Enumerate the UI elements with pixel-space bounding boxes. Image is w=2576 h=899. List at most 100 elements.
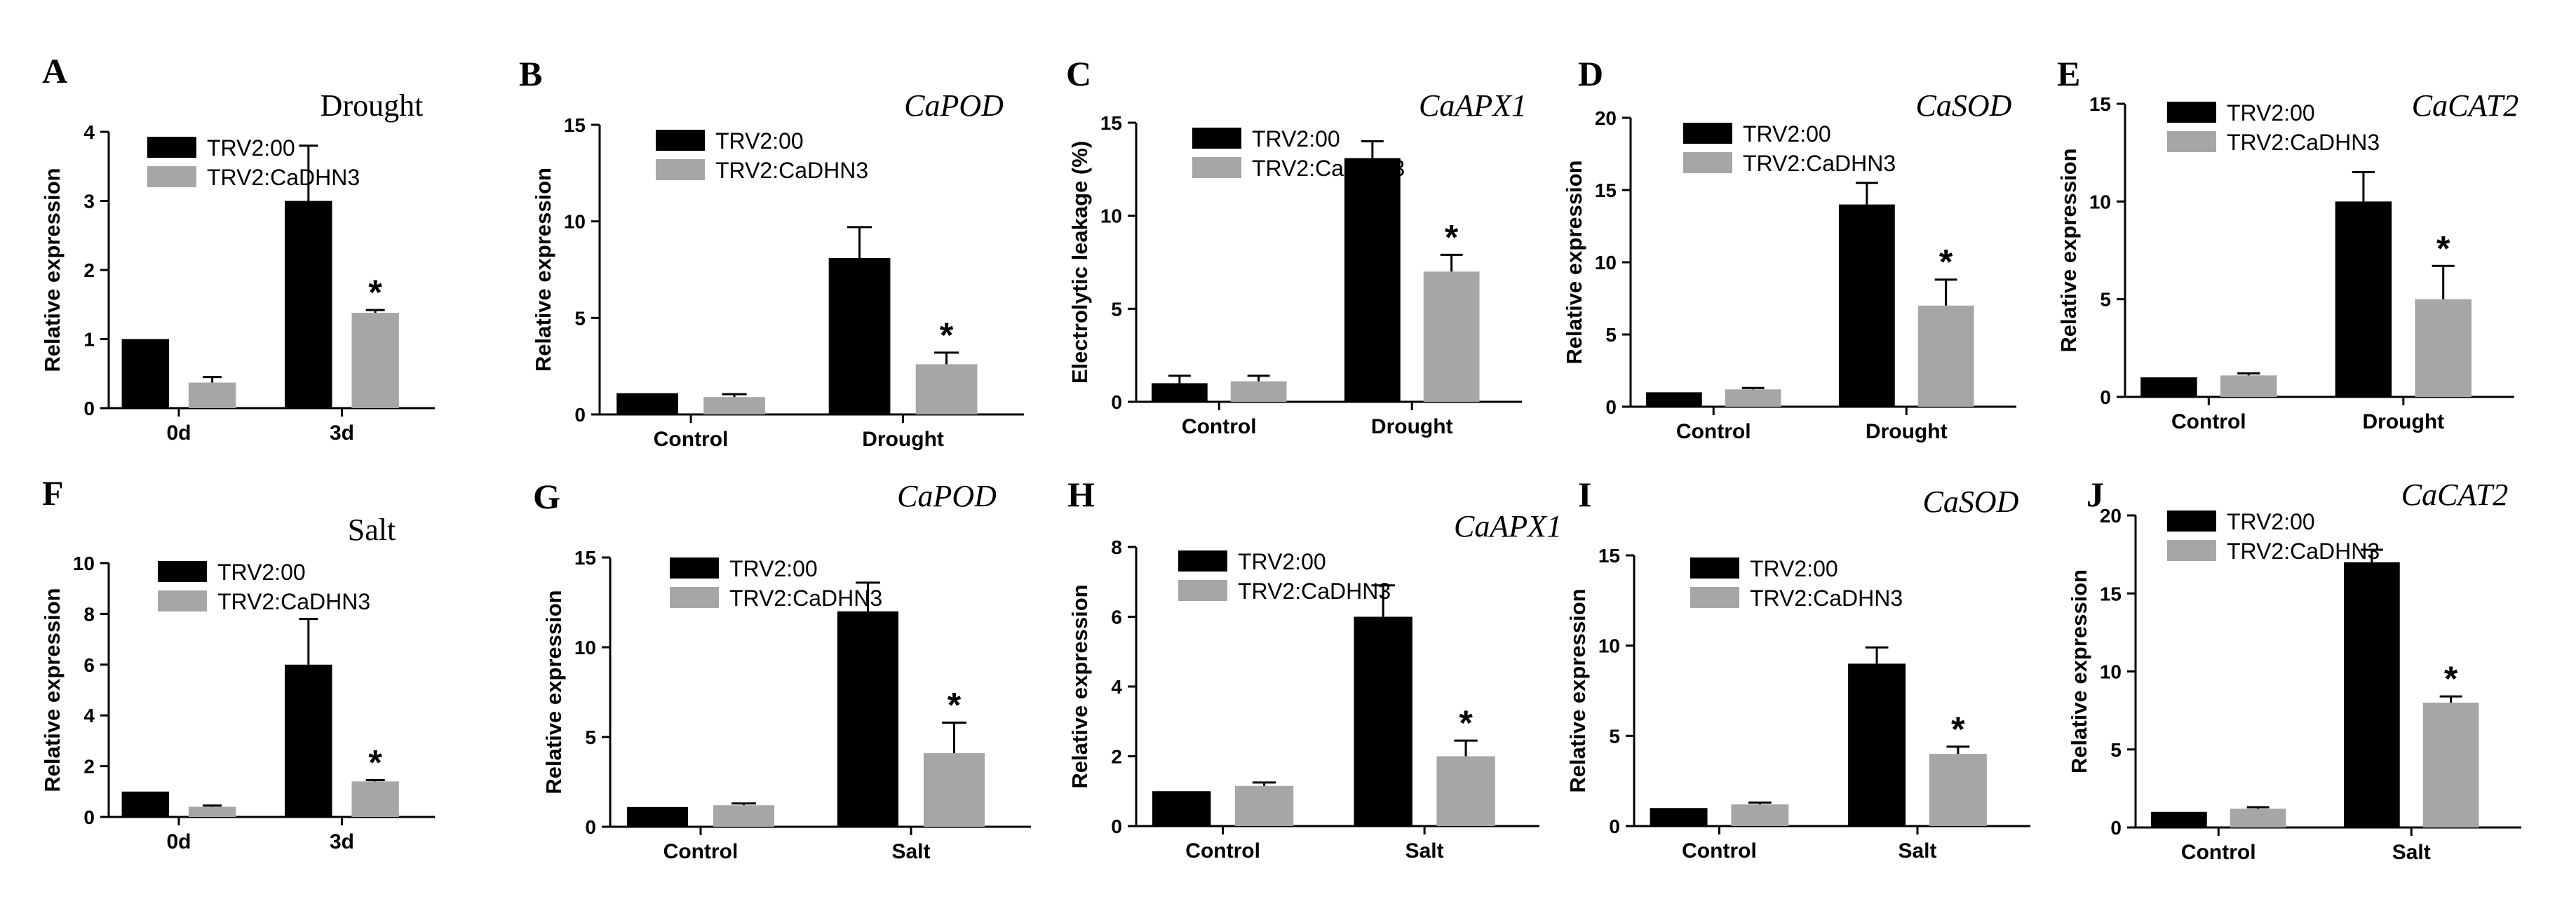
significance-star-h-c1: * (1459, 703, 1473, 743)
x-tick-label-b-0: Control (654, 428, 729, 451)
y-tick-label-f-3: 6 (83, 654, 95, 676)
y-axis-label-b: Relative expression (531, 168, 555, 372)
x-tick-label-a-0: 0d (166, 421, 191, 445)
panel-title-j: CaCAT2 (2401, 478, 2508, 512)
bar-f-s0-c0 (121, 791, 170, 817)
bar-g-s1-c1 (924, 753, 985, 827)
significance-star-g-c1: * (948, 686, 962, 725)
panel-g: G CaPOD 0 5 10 15 Relative expression Control Sa… (533, 477, 1031, 863)
significance-star-b-c1: * (940, 316, 954, 355)
legend-label-i-s0: TRV2:00 (1750, 556, 1838, 581)
x-tick-label-j-0: Control (2181, 841, 2256, 864)
y-tick-label-d-2: 10 (1595, 252, 1617, 273)
bar-h-s1-c1 (1436, 756, 1495, 826)
panel-letter-j: J (2086, 475, 2104, 514)
legend-swatch-j-s0 (2167, 511, 2216, 532)
y-axis-label-j: Relative expression (2067, 569, 2091, 773)
y-tick-label-j-2: 10 (2100, 661, 2122, 683)
y-tick-label-b-0: 0 (574, 404, 586, 426)
y-tick-label-a-0: 0 (83, 398, 95, 419)
bar-i-s1-c1 (1929, 754, 1987, 826)
y-tick-label-f-2: 4 (83, 705, 95, 726)
significance-star-i-c1: * (1951, 710, 1965, 749)
panel-letter-a: A (42, 51, 67, 90)
bar-h-s1-c0 (1234, 785, 1294, 826)
y-tick-label-e-2: 10 (2089, 191, 2111, 212)
x-tick-label-f-0: 0d (166, 830, 191, 853)
y-tick-label-h-3: 6 (1111, 607, 1122, 628)
bar-c-s0-c0 (1152, 383, 1208, 402)
panel-title-c: CaAPX1 (1419, 88, 1527, 123)
significance-star-a-c1: * (368, 273, 382, 312)
bar-b-s0-c1 (828, 257, 891, 414)
panel-letter-i: I (1578, 475, 1591, 514)
bar-c-s0-c1 (1344, 158, 1401, 402)
y-tick-label-a-3: 3 (83, 191, 95, 212)
y-tick-label-j-1: 5 (2110, 739, 2122, 761)
y-tick-label-f-5: 10 (73, 553, 95, 574)
legend-label-a-s0: TRV2:00 (207, 135, 295, 161)
y-tick-label-e-0: 0 (2100, 386, 2111, 408)
legend-swatch-a-s0 (147, 137, 196, 158)
panel-title-f: Salt (348, 513, 396, 547)
y-tick-label-i-3: 15 (1598, 545, 1620, 567)
panel-i: I CaSOD 0 5 10 15 Relative expression Control Sa… (1565, 475, 2030, 863)
bar-b-s1-c1 (915, 364, 978, 414)
legend-label-e-s0: TRV2:00 (2227, 100, 2315, 126)
bar-e-s0-c1 (2335, 201, 2392, 397)
y-tick-label-j-3: 15 (2100, 583, 2122, 604)
legend-swatch-h-s1 (1178, 580, 1227, 601)
legend-label-j-s0: TRV2:00 (2227, 509, 2315, 534)
legend-label-b-s1: TRV2:CaDHN3 (715, 158, 868, 183)
bar-a-s0-c1 (285, 201, 332, 408)
legend-label-c-s0: TRV2:00 (1252, 126, 1340, 151)
x-tick-label-a-1: 3d (330, 421, 354, 445)
x-tick-label-h-1: Salt (1405, 839, 1444, 863)
bar-b-s1-c0 (703, 397, 765, 414)
panel-c: C CaAPX1 0 5 10 15 Electrolytic leakage (%) Con… (1066, 54, 1527, 438)
significance-star-j-c1: * (2444, 659, 2458, 698)
y-tick-label-j-0: 0 (2110, 817, 2122, 839)
y-tick-label-h-2: 4 (1111, 676, 1122, 698)
y-tick-label-d-4: 20 (1595, 107, 1617, 129)
y-tick-label-g-2: 10 (574, 637, 596, 658)
bar-e-s1-c0 (2220, 375, 2277, 397)
x-tick-label-e-1: Drought (2363, 410, 2445, 433)
legend-label-g-s0: TRV2:00 (729, 556, 818, 581)
y-tick-label-i-2: 10 (1598, 635, 1620, 657)
bar-j-s1-c0 (2230, 809, 2286, 827)
x-tick-label-g-1: Salt (891, 840, 930, 863)
x-tick-label-i-1: Salt (1898, 839, 1936, 863)
y-tick-label-i-1: 5 (1609, 725, 1620, 747)
bar-a-s1-c0 (188, 382, 236, 408)
bar-c-s1-c1 (1423, 271, 1480, 402)
legend-swatch-b-s1 (656, 159, 705, 180)
y-tick-label-f-0: 0 (83, 806, 95, 828)
y-tick-label-b-2: 10 (564, 211, 586, 233)
x-tick-label-g-0: Control (663, 840, 739, 863)
bar-a-s1-c1 (351, 313, 399, 408)
bar-j-s0-c0 (2151, 811, 2207, 827)
legend-label-f-s1: TRV2:CaDHN3 (217, 589, 370, 614)
legend-swatch-d-s1 (1683, 152, 1732, 173)
bar-a-s0-c0 (121, 339, 170, 408)
legend-swatch-b-s0 (656, 130, 705, 151)
x-tick-label-d-0: Control (1676, 420, 1751, 443)
x-tick-label-h-0: Control (1185, 839, 1260, 863)
bar-j-s0-c1 (2344, 562, 2400, 827)
panel-letter-c: C (1066, 54, 1091, 93)
x-tick-label-f-1: 3d (330, 830, 354, 853)
x-tick-label-c-1: Drought (1371, 415, 1453, 438)
y-axis-label-g: Relative expression (541, 590, 566, 794)
panel-title-b: CaPOD (904, 88, 1004, 123)
bar-f-s0-c1 (285, 664, 332, 817)
significance-star-f-c1: * (368, 743, 382, 783)
panel-title-i: CaSOD (1923, 485, 2019, 519)
legend-label-c-s1: TRV2:CaDHN3 (1252, 156, 1405, 181)
x-tick-label-j-1: Salt (2392, 841, 2431, 864)
bar-d-s1-c0 (1725, 389, 1781, 407)
bar-i-s0-c0 (1650, 808, 1708, 826)
x-tick-label-c-0: Control (1182, 415, 1257, 438)
legend-label-h-s0: TRV2:00 (1238, 549, 1326, 574)
legend-label-a-s1: TRV2:CaDHN3 (207, 165, 360, 190)
